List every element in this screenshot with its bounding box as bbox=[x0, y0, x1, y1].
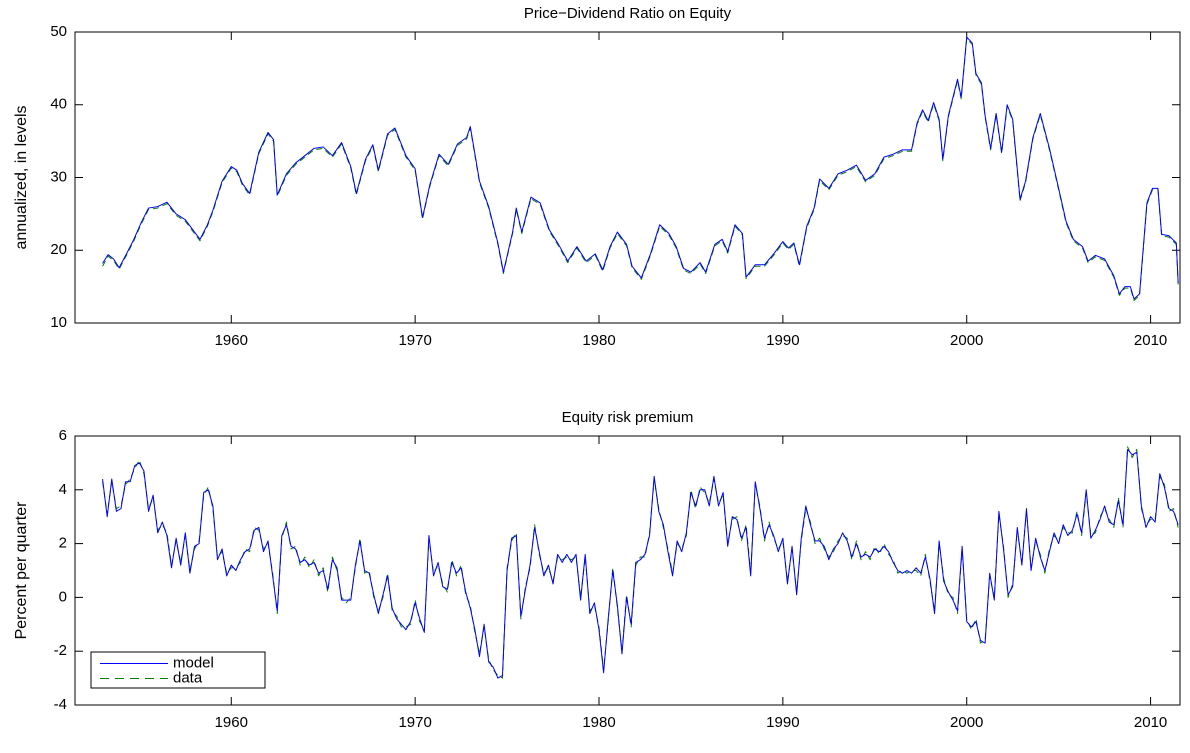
legend-label: data bbox=[173, 669, 203, 686]
y-tick-label: 30 bbox=[50, 168, 67, 185]
y-tick-label: -2 bbox=[54, 642, 67, 659]
chart-title: Price−Dividend Ratio on Equity bbox=[524, 5, 732, 22]
plot-area bbox=[102, 36, 1179, 301]
x-tick-label: 1990 bbox=[766, 714, 799, 731]
chart-title: Equity risk premium bbox=[562, 409, 694, 426]
y-tick-label: 2 bbox=[59, 535, 67, 552]
x-tick-label: 2000 bbox=[950, 714, 983, 731]
series-line bbox=[102, 36, 1179, 300]
x-tick-label: 1970 bbox=[398, 714, 431, 731]
y-tick-label: -4 bbox=[54, 696, 67, 713]
x-tick-label: 2010 bbox=[1134, 714, 1167, 731]
y-tick-label: 50 bbox=[50, 23, 67, 40]
y-axis-label: Percent per quarter bbox=[13, 501, 30, 640]
x-tick-label: 2000 bbox=[950, 332, 983, 349]
axes-frame bbox=[74, 435, 1181, 706]
x-tick-label: 1990 bbox=[766, 332, 799, 349]
plot-area bbox=[102, 446, 1179, 679]
x-tick-label: 1970 bbox=[398, 332, 431, 349]
y-tick-label: 0 bbox=[59, 588, 67, 605]
series-line bbox=[102, 448, 1179, 679]
y-tick-label: 4 bbox=[59, 481, 67, 498]
axes: Equity risk premium Percent per quarter -4… bbox=[13, 409, 1181, 731]
y-tick-label: 20 bbox=[50, 241, 67, 258]
y-tick-label: 40 bbox=[50, 96, 67, 113]
x-tick-label: 2010 bbox=[1134, 332, 1167, 349]
y-axis-label: annualized, in levels bbox=[13, 105, 30, 249]
y-tick-label: 6 bbox=[59, 427, 67, 444]
x-tick-label: 1980 bbox=[582, 332, 615, 349]
legend-label: model bbox=[173, 654, 214, 671]
axes-frame bbox=[74, 31, 1181, 324]
x-tick-label: 1960 bbox=[215, 714, 248, 731]
x-tick-label: 1980 bbox=[582, 714, 615, 731]
y-tick-label: 10 bbox=[50, 314, 67, 331]
x-tick-label: 1960 bbox=[215, 332, 248, 349]
legend-box bbox=[90, 651, 266, 689]
series-line bbox=[102, 446, 1179, 679]
axes: Price−Dividend Ratio on Equity annualized… bbox=[13, 5, 1181, 349]
